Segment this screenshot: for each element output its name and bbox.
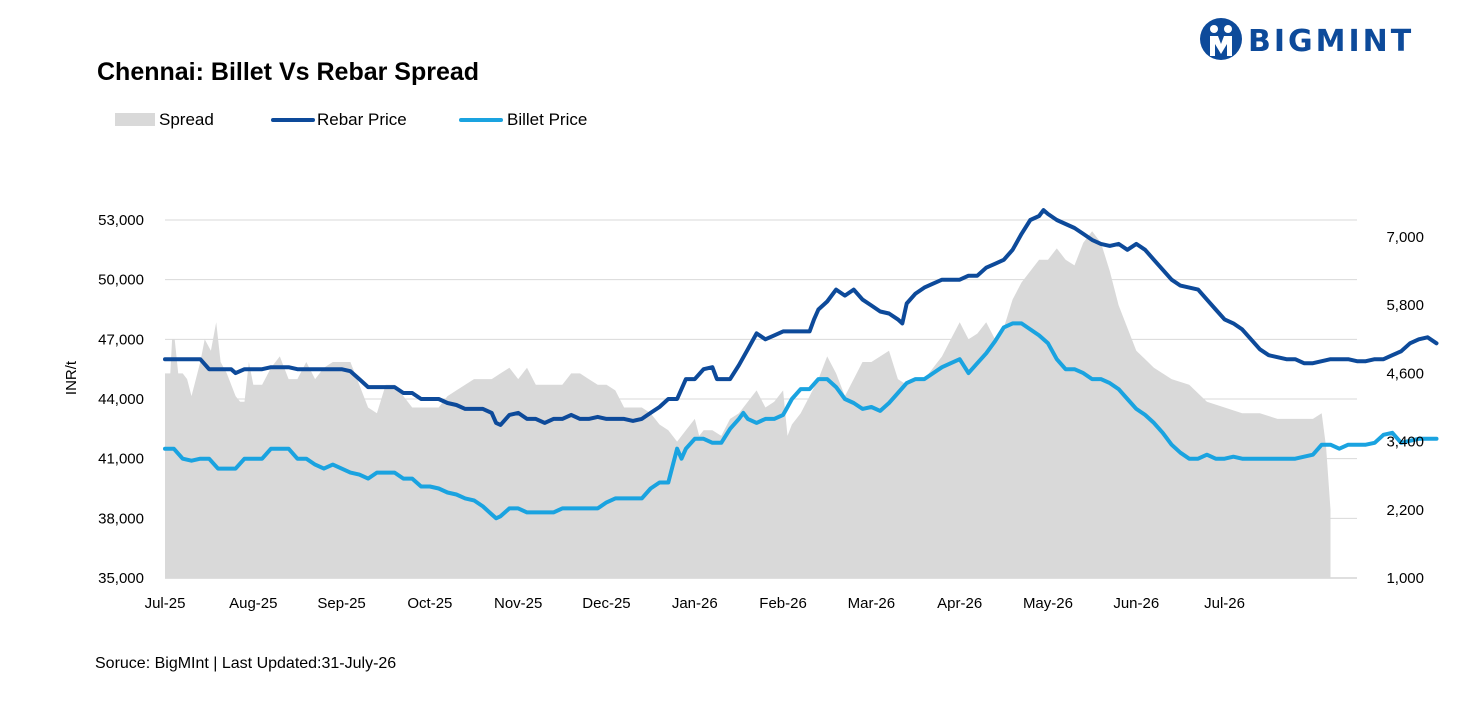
legend-swatch-spread	[115, 113, 155, 126]
y-axis-label: INR/t	[63, 360, 80, 395]
bigmint-logo: BIGMINT	[1196, 12, 1436, 68]
x-tick-label: Oct-25	[407, 595, 452, 612]
y-tick-label: 38,000	[98, 510, 144, 527]
y-tick-label: 47,000	[98, 331, 144, 348]
x-tick-label: Jul-25	[145, 595, 186, 612]
y-tick-label: 41,000	[98, 451, 144, 468]
x-tick-label: Mar-26	[848, 595, 896, 612]
y2-tick-label: 2,200	[1386, 502, 1424, 519]
logo-text: BIGMINT	[1248, 24, 1415, 59]
x-tick-label: Nov-25	[494, 595, 542, 612]
legend-swatch-billet	[459, 118, 503, 122]
x-tick-label: May-26	[1023, 595, 1073, 612]
y-tick-label: 44,000	[98, 391, 144, 408]
y2-tick-label: 4,600	[1386, 365, 1424, 382]
y-axis-left: 35,000 38,000 41,000 44,000 47,000 50,000 53,0…	[98, 212, 144, 587]
x-tick-label: Apr-26	[937, 595, 982, 612]
x-tick-label: Feb-26	[759, 595, 807, 612]
spread-area-layer	[165, 231, 1331, 579]
y2-tick-label: 1,000	[1386, 570, 1424, 587]
x-tick-label: Jun-26	[1113, 595, 1159, 612]
y-tick-label: 53,000	[98, 212, 144, 229]
source-footer: Soruce: BigMInt | Last Updated:31-July-2…	[95, 655, 397, 672]
y2-tick-label: 5,800	[1386, 297, 1424, 314]
legend-label-rebar: Rebar Price	[317, 110, 407, 129]
y-axis-right: 1,000 2,200 3,400 4,600 5,800 7,000	[1386, 229, 1424, 587]
x-tick-label: Dec-25	[582, 595, 630, 612]
billet-price-line	[163, 321, 1439, 521]
chart-title: Chennai: Billet Vs Rebar Spread	[97, 58, 480, 86]
x-tick-label: Jan-26	[672, 595, 718, 612]
legend-swatch-rebar	[271, 118, 315, 122]
rebar-price-line	[163, 208, 1439, 427]
y-tick-label: 35,000	[98, 570, 144, 587]
x-axis: Jul-25 Aug-25 Sep-25 Oct-25 Nov-25 Dec-25 Jan-…	[145, 595, 1245, 612]
legend-label-billet: Billet Price	[507, 110, 588, 129]
spread-area	[165, 231, 1331, 579]
y2-tick-label: 3,400	[1386, 434, 1424, 451]
x-tick-label: Sep-25	[317, 595, 365, 612]
price-lines-layer	[163, 208, 1439, 521]
bigmint-logo-icon	[1200, 18, 1242, 60]
x-tick-label: Aug-25	[229, 595, 277, 612]
x-tick-label: Jul-26	[1204, 595, 1245, 612]
legend-label-spread: Spread	[159, 110, 214, 129]
y-tick-label: 50,000	[98, 272, 144, 289]
y2-tick-label: 7,000	[1386, 229, 1424, 246]
